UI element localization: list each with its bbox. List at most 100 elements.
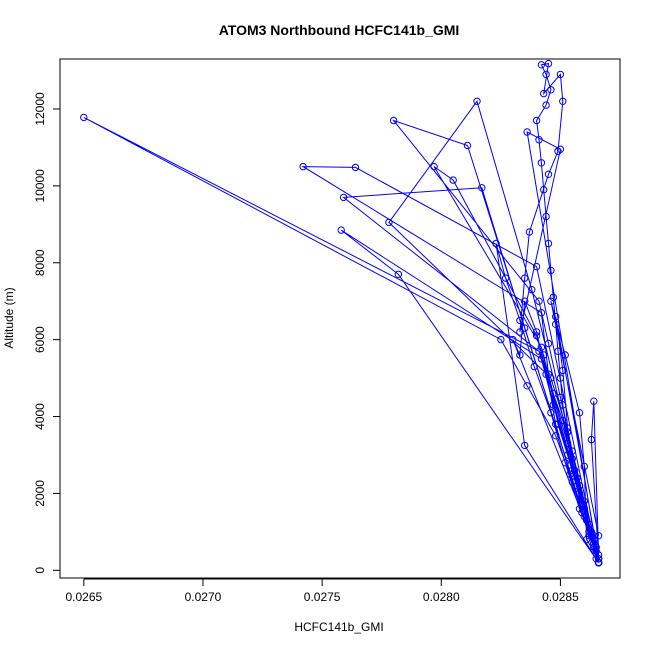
data-point xyxy=(547,86,555,94)
data-point xyxy=(552,320,560,328)
data-point xyxy=(535,297,543,305)
data-point xyxy=(590,539,598,548)
data-point xyxy=(478,184,486,192)
data-point xyxy=(552,432,560,440)
data-point xyxy=(535,136,543,144)
data-point xyxy=(590,532,598,540)
data-point xyxy=(575,505,584,513)
data-point xyxy=(573,474,581,482)
data-point xyxy=(578,501,586,509)
data-point xyxy=(585,532,593,540)
data-point xyxy=(540,351,548,359)
data-point xyxy=(590,397,598,405)
x-tick-label: 0.0280 xyxy=(423,590,460,604)
data-point xyxy=(563,451,572,459)
data-point xyxy=(547,297,555,305)
data-point xyxy=(580,497,588,505)
data-point xyxy=(559,366,567,375)
data-point xyxy=(559,97,567,106)
data-point xyxy=(556,374,565,382)
data-point xyxy=(532,332,541,340)
data-point xyxy=(592,547,600,555)
data-point xyxy=(542,70,550,79)
data-point xyxy=(554,347,562,355)
data-point xyxy=(537,355,546,363)
data-point xyxy=(351,163,360,172)
data-point xyxy=(563,439,572,448)
data-point xyxy=(523,382,531,390)
data-point xyxy=(509,335,517,344)
data-point xyxy=(547,409,555,417)
y-tick-label: 2000 xyxy=(33,480,47,507)
data-point xyxy=(563,424,572,432)
data-point xyxy=(532,116,541,125)
y-tick-label: 8000 xyxy=(33,249,47,276)
data-point xyxy=(542,370,550,378)
data-point xyxy=(521,297,529,305)
data-point xyxy=(501,274,510,282)
data-point xyxy=(542,101,550,109)
data-point xyxy=(587,528,596,536)
data-point xyxy=(552,420,560,428)
data-point xyxy=(556,393,565,401)
data-point xyxy=(568,466,576,475)
y-tick-label: 4000 xyxy=(33,403,47,430)
data-point xyxy=(521,274,529,282)
data-point xyxy=(594,532,603,540)
data-point xyxy=(530,362,538,371)
data-point xyxy=(547,374,555,382)
data-point xyxy=(549,389,557,398)
data-point xyxy=(594,555,603,563)
data-point xyxy=(594,558,603,567)
data-point xyxy=(528,286,536,294)
data-point xyxy=(394,270,403,278)
data-point xyxy=(552,312,560,321)
data-point xyxy=(80,113,88,122)
data-point xyxy=(575,482,584,490)
data-point xyxy=(544,370,553,378)
data-point xyxy=(544,339,553,348)
data-point xyxy=(590,543,598,551)
y-tick-label: 12000 xyxy=(33,92,47,126)
data-point xyxy=(473,97,481,106)
data-point xyxy=(516,351,524,359)
data-point xyxy=(587,532,596,540)
data-point xyxy=(549,401,557,409)
data-point xyxy=(554,420,562,428)
data-point xyxy=(561,459,569,467)
data-point xyxy=(556,145,565,154)
data-point xyxy=(547,266,555,275)
data-point xyxy=(582,516,591,524)
series-layer xyxy=(80,59,603,567)
data-point xyxy=(592,543,600,551)
data-point xyxy=(568,455,576,463)
data-point xyxy=(430,162,438,171)
x-axis: 0.0265 0.0270 0.0275 0.0280 0.0285 xyxy=(65,578,579,604)
data-point xyxy=(559,401,567,409)
data-point xyxy=(544,59,553,68)
data-point xyxy=(492,239,500,248)
data-point xyxy=(516,328,524,336)
data-point xyxy=(532,262,541,271)
data-point xyxy=(568,447,576,455)
x-axis-label: HCFC141b_GMI xyxy=(294,620,383,634)
data-point xyxy=(497,335,505,344)
data-point xyxy=(573,482,581,490)
data-point xyxy=(549,293,557,302)
data-point xyxy=(542,212,550,221)
data-point xyxy=(575,489,584,498)
data-point xyxy=(521,441,529,450)
data-point xyxy=(339,193,348,202)
data-point xyxy=(590,535,598,544)
data-point xyxy=(594,551,603,559)
data-point xyxy=(556,70,565,79)
data-point xyxy=(463,141,472,150)
data-point xyxy=(563,428,572,436)
data-point xyxy=(385,218,393,227)
data-point xyxy=(582,535,591,544)
x-tick-label: 0.0285 xyxy=(542,590,579,604)
data-point xyxy=(554,147,562,156)
data-point xyxy=(580,512,588,521)
